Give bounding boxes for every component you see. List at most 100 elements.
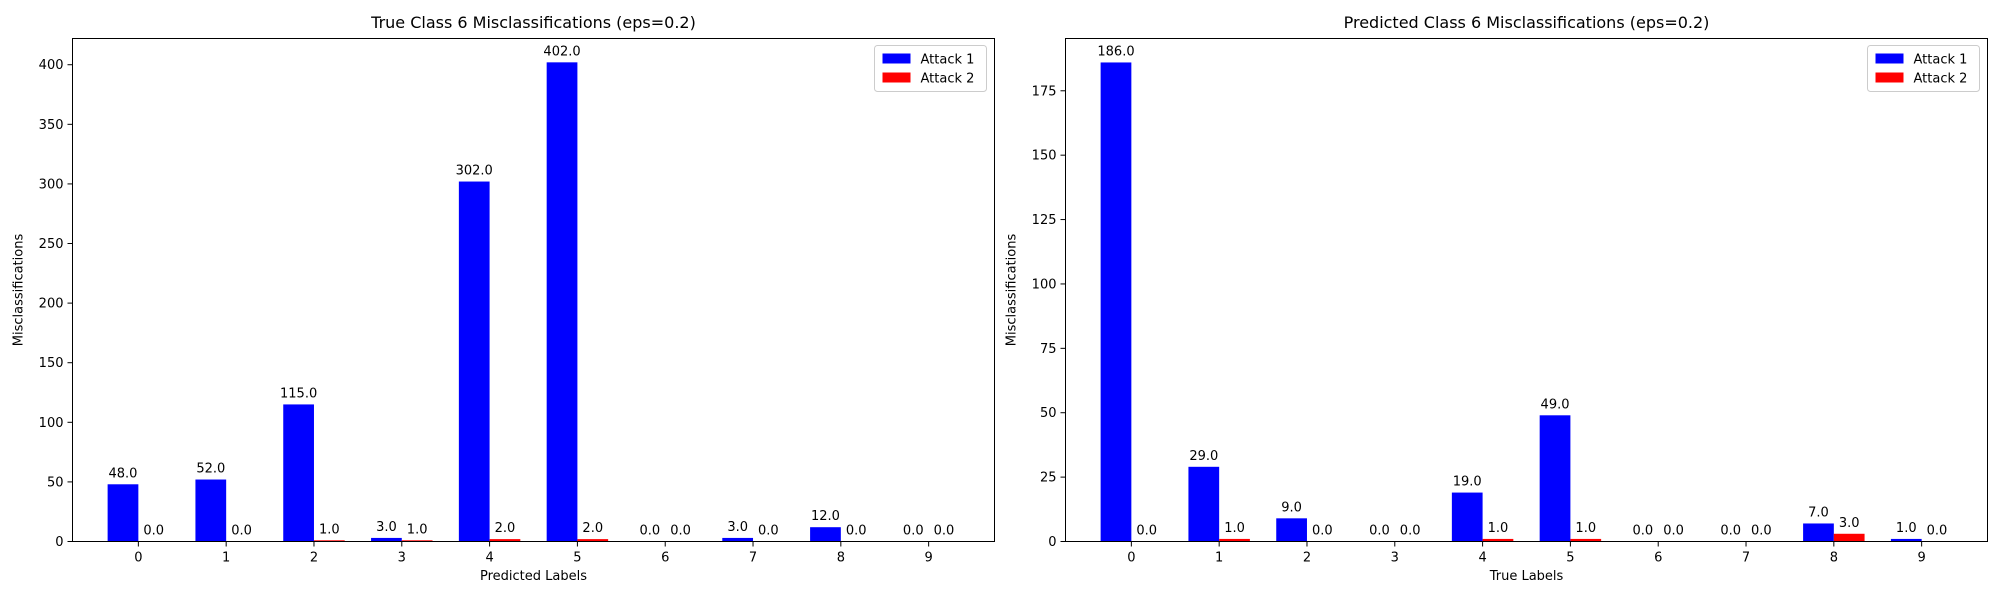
y-tick-label: 50 [47,475,64,490]
x-tick-label: 0 [134,551,142,566]
bar-value-label: 9.0 [1281,500,1302,515]
axes-frame [72,38,995,542]
bar-value-label: 48.0 [109,466,138,481]
legend-swatch [882,53,911,64]
x-tick-label: 5 [1566,551,1574,566]
bar-attack1-4 [1451,492,1483,542]
bar-attack2-1 [1219,538,1250,542]
bar-attack1-0 [107,484,139,542]
x-tick-label: 3 [398,551,406,566]
bar-attack2-5 [1570,538,1602,542]
bar-attack2-8 [1833,533,1865,542]
legend-label: Attack 2 [921,72,975,87]
y-tick-label: 50 [1040,406,1057,421]
x-tick-label: 4 [1478,551,1486,566]
bar-value-label: 52.0 [196,462,225,477]
bar-value-label: 115.0 [280,386,317,401]
x-tick-label: 9 [925,551,933,566]
bar-value-label: 0.0 [670,524,691,539]
y-axis-label: Misclassifications [12,234,27,347]
bar-attack2-5 [577,539,609,542]
bar-attack1-5 [546,62,578,542]
bar-attack1-4 [458,181,490,542]
bar-value-label: 0.0 [231,524,252,539]
bar-attack1-1 [195,479,227,542]
bar-value-label: 0.0 [1400,524,1421,539]
x-tick-label: 5 [573,551,581,566]
bar-value-label: 29.0 [1189,449,1218,464]
bar-value-label: 19.0 [1453,475,1482,490]
legend-label: Attack 2 [1914,72,1968,87]
chart-title: Predicted Class 6 Misclassifications (ep… [1344,13,1710,32]
bar-attack2-3 [401,540,433,542]
x-tick-label: 2 [1303,551,1311,566]
bar-attack1-0 [1100,62,1132,542]
bar-attack1-5 [1539,415,1571,542]
y-tick-label: 0 [1048,535,1056,550]
legend-swatch [1875,53,1904,64]
x-tick-label: 7 [749,551,757,566]
bar-value-label: 2.0 [495,521,516,536]
bar-attack1-3 [371,537,402,542]
bar-value-label: 302.0 [456,164,493,179]
chart-title: True Class 6 Misclassifications (eps=0.2… [370,13,696,32]
y-tick-label: 100 [1032,277,1057,292]
y-tick-label: 100 [39,416,64,431]
bar-attack1-2 [1276,518,1307,542]
y-tick-label: 250 [39,237,64,252]
x-tick-label: 7 [1742,551,1750,566]
x-axis-label: Predicted Labels [480,569,587,584]
bar-attack2-4 [1482,538,1514,542]
bar-value-label: 12.0 [811,509,840,524]
y-tick-label: 25 [1040,471,1057,486]
legend: Attack 1 Attack 2 [874,45,987,92]
bar-attack1-1 [1188,466,1220,542]
bar-value-label: 3.0 [727,520,748,535]
x-tick-label: 8 [837,551,845,566]
bar-value-label: 0.0 [1136,524,1157,539]
bar-value-label: 0.0 [758,524,779,539]
bar-value-label: 186.0 [1097,44,1134,59]
bar-value-label: 0.0 [934,524,955,539]
bar-attack1-2 [283,404,314,542]
x-tick-label: 8 [1830,551,1838,566]
bar-value-label: 0.0 [1751,524,1772,539]
x-tick-label: 2 [310,551,318,566]
y-tick-label: 400 [39,58,64,73]
bar-attack1-8 [810,527,841,542]
x-tick-label: 9 [1918,551,1926,566]
bar-value-label: 402.0 [543,44,580,59]
bar-attack1-8 [1803,523,1834,542]
bar-value-label: 7.0 [1808,505,1829,520]
bar-value-label: 0.0 [143,524,164,539]
bar-value-label: 0.0 [846,524,867,539]
bar-value-label: 1.0 [1575,521,1596,536]
bar-value-label: 0.0 [1312,524,1333,539]
bar-attack2-4 [489,539,521,542]
bar-value-label: 0.0 [1927,524,1948,539]
x-axis-label: True Labels [1489,569,1564,584]
x-tick-label: 1 [1215,551,1223,566]
y-tick-label: 125 [1032,213,1057,228]
y-tick-label: 75 [1040,342,1057,357]
x-tick-label: 4 [485,551,493,566]
legend-swatch [882,72,911,83]
x-tick-label: 0 [1127,551,1135,566]
bar-value-label: 1.0 [1224,521,1245,536]
bar-value-label: 1.0 [319,522,340,537]
y-tick-label: 150 [39,356,64,371]
legend: Attack 1 Attack 2 [1867,45,1980,92]
bar-attack2-2 [313,540,345,542]
y-tick-label: 200 [39,297,64,312]
bar-value-label: 1.0 [1488,521,1509,536]
chart-panel-1: Predicted Class 6 Misclassifications (ep… [1005,13,1988,584]
bar-value-label: 1.0 [1896,521,1917,536]
bar-attack1-9 [1890,538,1922,542]
bar-value-label: 3.0 [376,520,397,535]
legend-label: Attack 1 [1914,53,1968,68]
y-tick-label: 0 [55,535,63,550]
y-tick-label: 175 [1032,84,1057,99]
x-tick-label: 6 [661,551,669,566]
y-axis-label: Misclassifications [1005,234,1020,347]
bar-value-label: 49.0 [1541,397,1570,412]
